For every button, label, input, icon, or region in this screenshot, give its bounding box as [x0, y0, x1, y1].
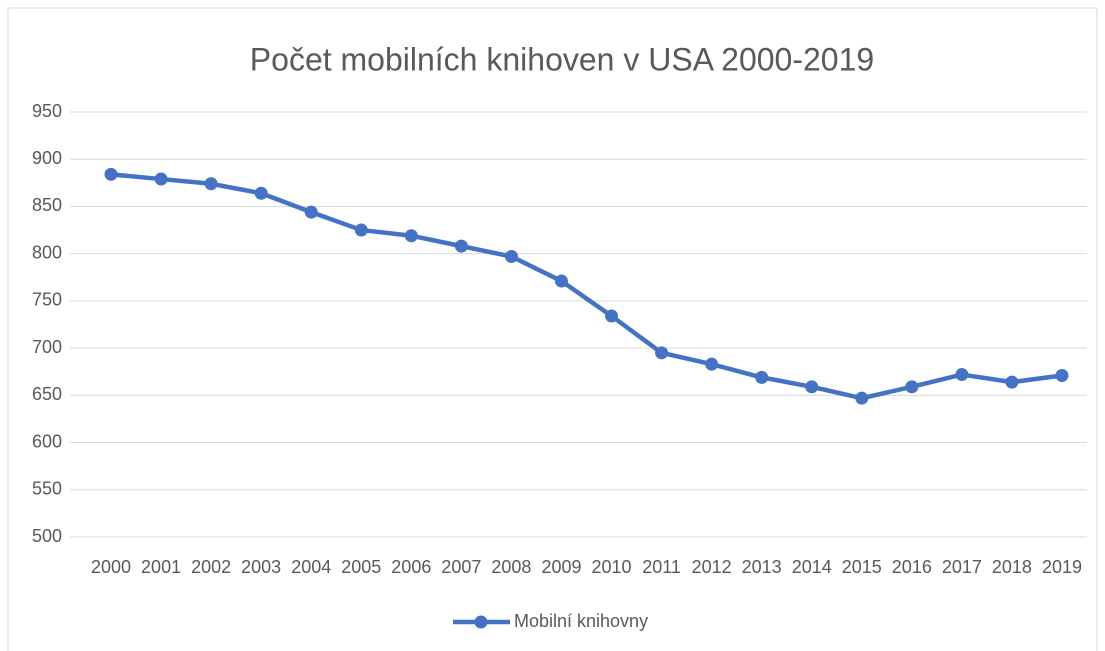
point [905, 380, 919, 394]
point [955, 368, 969, 382]
x-tick-label: 2010 [592, 557, 632, 577]
legend-marker [474, 615, 488, 629]
chart-border [7, 7, 1098, 651]
y-tick-label: 750 [32, 290, 62, 310]
x-tick-label: 2001 [141, 557, 181, 577]
y-tick-label: 700 [32, 337, 62, 357]
y-tick-label: 500 [32, 526, 62, 546]
x-tick-label: 2018 [992, 557, 1032, 577]
point [805, 380, 819, 394]
x-tick-label: 2002 [191, 557, 231, 577]
x-tick-label: 2005 [341, 557, 381, 577]
y-tick-label: 850 [32, 195, 62, 215]
x-tick-label: 2015 [842, 557, 882, 577]
y-tick-label: 550 [32, 479, 62, 499]
point [104, 167, 118, 181]
chart-title: Počet mobilních knihoven v USA 2000-2019 [250, 41, 874, 77]
point [254, 186, 268, 200]
point [705, 357, 719, 371]
point [1055, 369, 1069, 382]
x-tick-label: 2019 [1042, 557, 1082, 577]
point [605, 309, 619, 323]
x-tick-label: 2000 [91, 557, 131, 577]
y-tick-label: 600 [32, 431, 62, 451]
point [154, 172, 168, 186]
x-tick-label: 2007 [441, 557, 481, 577]
series-line [110, 172, 1063, 401]
x-tick-label: 2004 [291, 557, 331, 577]
point [454, 239, 468, 253]
x-tick-label: 2008 [491, 557, 531, 577]
x-tick-label: 2003 [241, 557, 281, 577]
point [354, 223, 368, 237]
point [1005, 375, 1019, 389]
x-tick-label: 2006 [391, 557, 431, 577]
x-tick-label: 2009 [541, 557, 581, 577]
point [504, 250, 518, 263]
x-tick-label: 2013 [742, 557, 782, 577]
point [404, 229, 418, 243]
x-tick-label: 2014 [792, 557, 832, 577]
x-tick-label: 2017 [942, 557, 982, 577]
point [304, 205, 318, 219]
point [655, 346, 669, 360]
y-tick-label: 800 [32, 242, 62, 262]
legend-label: Mobilní knihovny [514, 611, 648, 631]
y-tick-label: 950 [32, 101, 62, 121]
x-tick-label: 2011 [642, 557, 681, 577]
x-tick-label: 2016 [892, 557, 932, 577]
x-tick-label: 2012 [692, 557, 732, 577]
y-tick-label: 650 [32, 384, 62, 404]
y-tick-label: 900 [32, 148, 62, 168]
point [755, 370, 769, 384]
point [204, 177, 218, 191]
point [554, 274, 568, 288]
point [855, 391, 869, 405]
